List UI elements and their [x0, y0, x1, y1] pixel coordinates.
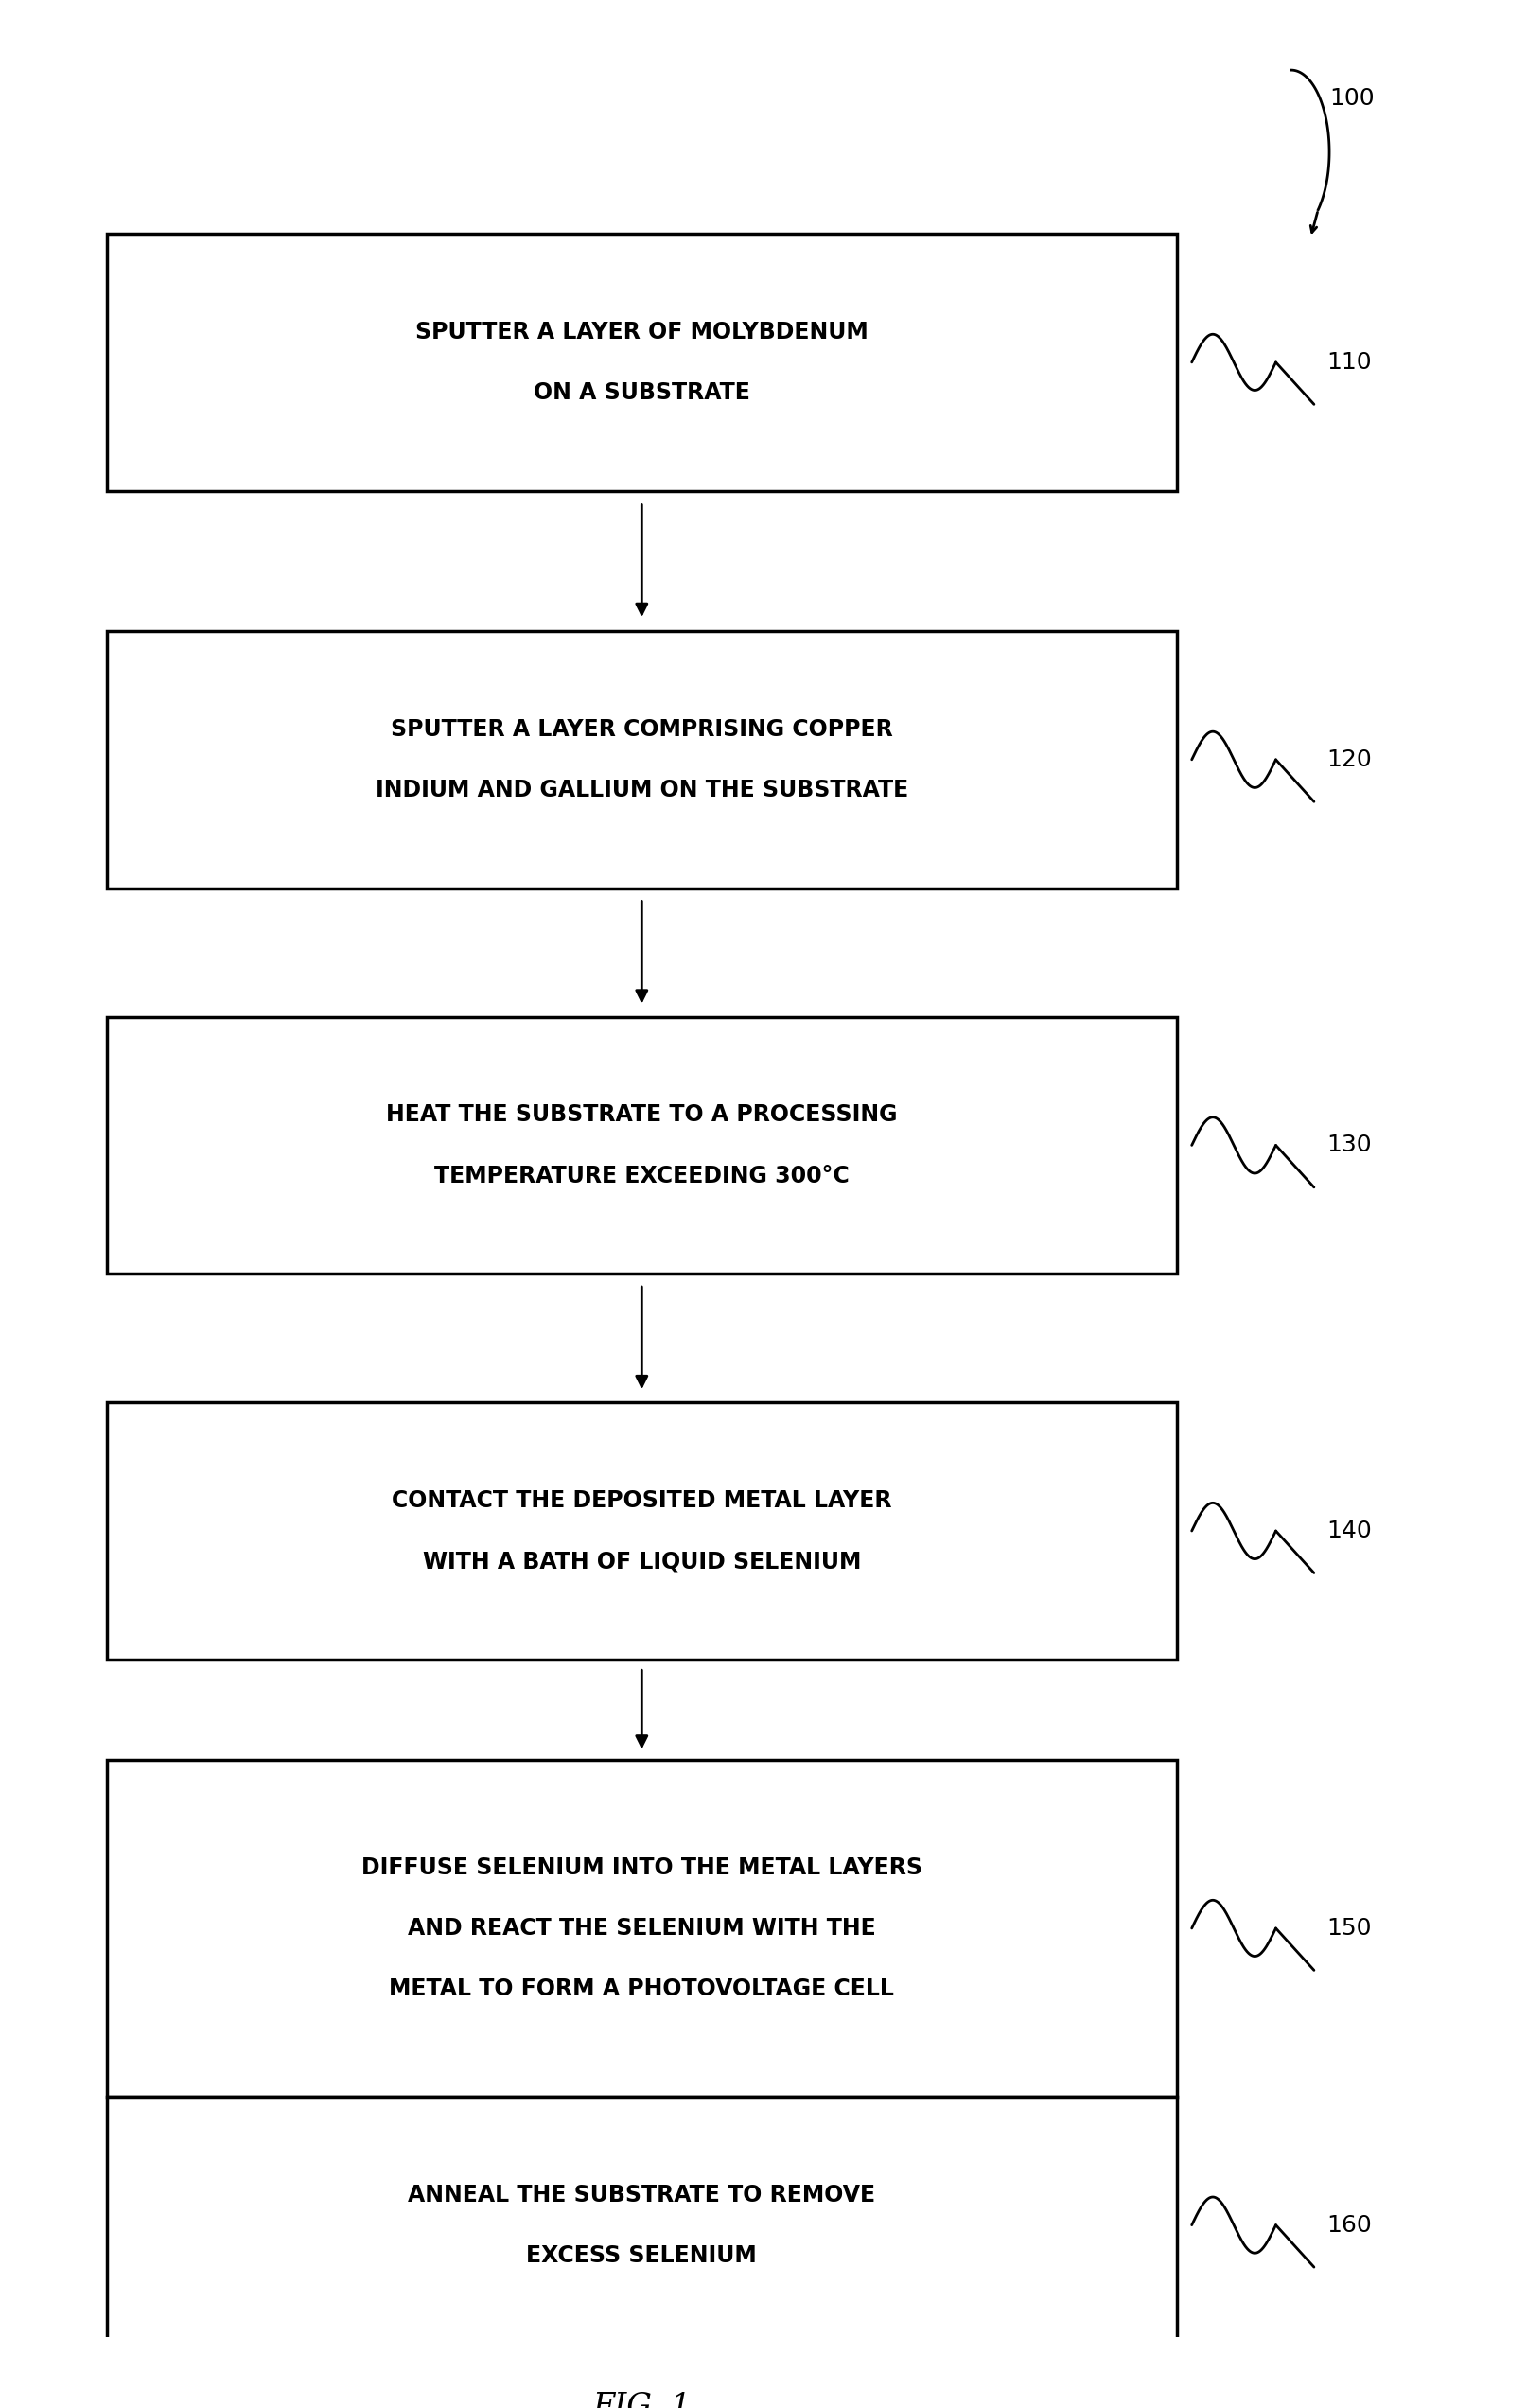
Text: 140: 140 [1325, 1519, 1371, 1541]
Text: 110: 110 [1325, 352, 1370, 373]
Text: ANNEAL THE SUBSTRATE TO REMOVE: ANNEAL THE SUBSTRATE TO REMOVE [408, 2184, 875, 2206]
FancyBboxPatch shape [107, 1016, 1176, 1274]
Text: EXCESS SELENIUM: EXCESS SELENIUM [527, 2244, 756, 2266]
Text: 100: 100 [1328, 87, 1373, 108]
FancyBboxPatch shape [107, 631, 1176, 889]
FancyBboxPatch shape [107, 1401, 1176, 1659]
Text: 150: 150 [1325, 1917, 1370, 1938]
Text: SPUTTER A LAYER OF MOLYBDENUM: SPUTTER A LAYER OF MOLYBDENUM [415, 320, 867, 344]
FancyBboxPatch shape [107, 1760, 1176, 2097]
Text: CONTACT THE DEPOSITED METAL LAYER: CONTACT THE DEPOSITED METAL LAYER [391, 1488, 892, 1512]
Text: SPUTTER A LAYER COMPRISING COPPER: SPUTTER A LAYER COMPRISING COPPER [391, 718, 892, 742]
Text: FIG. 1: FIG. 1 [592, 2391, 690, 2408]
FancyBboxPatch shape [107, 234, 1176, 491]
Text: ON A SUBSTRATE: ON A SUBSTRATE [533, 380, 750, 405]
Text: WITH A BATH OF LIQUID SELENIUM: WITH A BATH OF LIQUID SELENIUM [423, 1551, 860, 1572]
Text: METAL TO FORM A PHOTOVOLTAGE CELL: METAL TO FORM A PHOTOVOLTAGE CELL [389, 1977, 893, 2001]
Text: AND REACT THE SELENIUM WITH THE: AND REACT THE SELENIUM WITH THE [408, 1917, 875, 1938]
Text: INDIUM AND GALLIUM ON THE SUBSTRATE: INDIUM AND GALLIUM ON THE SUBSTRATE [376, 778, 907, 802]
Text: 130: 130 [1325, 1134, 1370, 1156]
FancyBboxPatch shape [107, 2097, 1176, 2353]
Text: 160: 160 [1325, 2213, 1371, 2237]
Text: TEMPERATURE EXCEEDING 300°C: TEMPERATURE EXCEEDING 300°C [434, 1165, 849, 1187]
Text: 120: 120 [1325, 749, 1371, 771]
Text: HEAT THE SUBSTRATE TO A PROCESSING: HEAT THE SUBSTRATE TO A PROCESSING [386, 1103, 896, 1127]
Text: DIFFUSE SELENIUM INTO THE METAL LAYERS: DIFFUSE SELENIUM INTO THE METAL LAYERS [360, 1857, 922, 1878]
